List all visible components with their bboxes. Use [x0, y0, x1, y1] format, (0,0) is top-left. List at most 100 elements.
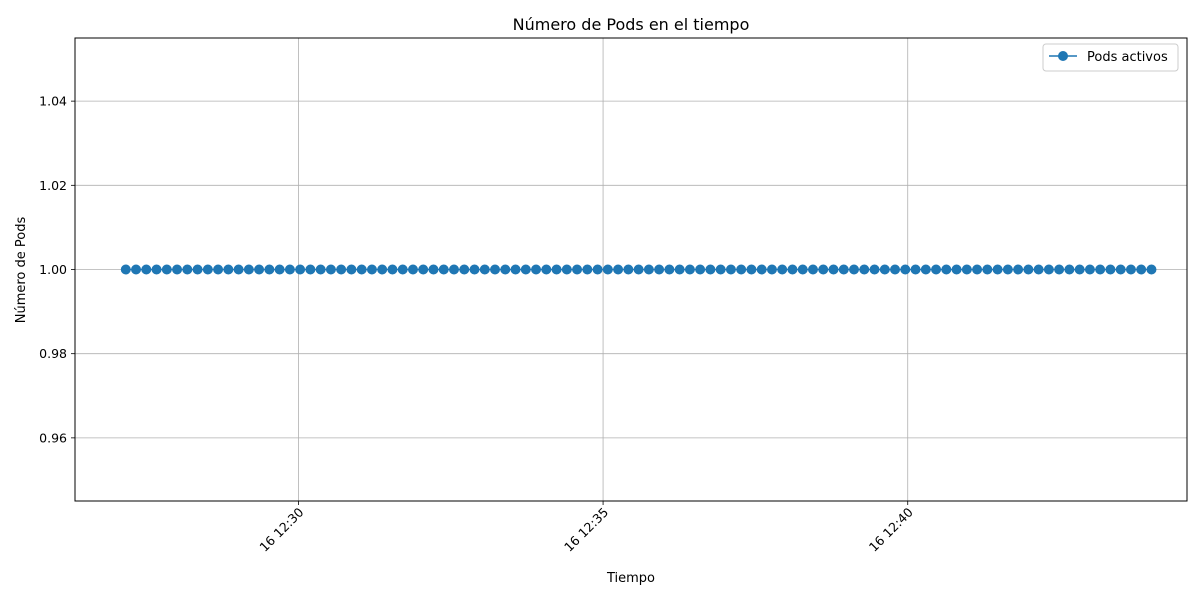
data-point	[131, 264, 142, 275]
data-point	[295, 264, 306, 275]
data-point	[1054, 264, 1065, 275]
data-point	[120, 264, 131, 275]
data-point	[510, 264, 521, 275]
data-point	[869, 264, 880, 275]
data-point	[192, 264, 203, 275]
data-point	[1125, 264, 1136, 275]
data-point	[223, 264, 234, 275]
data-point	[305, 264, 316, 275]
data-point	[777, 264, 788, 275]
series-layer	[120, 264, 1157, 275]
data-point	[674, 264, 685, 275]
y-tick-label: 1.04	[39, 94, 67, 109]
data-point	[284, 264, 295, 275]
y-tick-label: 1.00	[39, 262, 67, 277]
data-point	[582, 264, 593, 275]
data-point	[202, 264, 213, 275]
data-point	[407, 264, 418, 275]
data-point	[1002, 264, 1013, 275]
x-axis-label: Tiempo	[606, 571, 655, 586]
data-point	[448, 264, 459, 275]
data-point	[172, 264, 183, 275]
data-point	[992, 264, 1003, 275]
data-point	[941, 264, 952, 275]
data-point	[736, 264, 747, 275]
data-point	[500, 264, 511, 275]
data-point	[643, 264, 654, 275]
data-point	[233, 264, 244, 275]
data-point	[254, 264, 265, 275]
data-point	[325, 264, 336, 275]
data-point	[1043, 264, 1054, 275]
data-point	[520, 264, 531, 275]
data-point	[623, 264, 634, 275]
data-point	[377, 264, 388, 275]
data-point	[633, 264, 644, 275]
data-point	[151, 264, 162, 275]
data-point	[920, 264, 931, 275]
data-point	[161, 264, 172, 275]
data-point	[1115, 264, 1126, 275]
data-point	[972, 264, 983, 275]
data-point	[1146, 264, 1157, 275]
data-point	[900, 264, 911, 275]
data-point	[1023, 264, 1034, 275]
data-point	[531, 264, 542, 275]
data-point	[274, 264, 285, 275]
data-point	[818, 264, 829, 275]
data-point	[551, 264, 562, 275]
data-point	[182, 264, 193, 275]
data-point	[879, 264, 890, 275]
data-point	[428, 264, 439, 275]
data-point	[1105, 264, 1116, 275]
data-point	[1033, 264, 1044, 275]
data-point	[715, 264, 726, 275]
data-point	[243, 264, 254, 275]
data-point	[1064, 264, 1075, 275]
data-point	[746, 264, 757, 275]
data-point	[756, 264, 767, 275]
data-point	[459, 264, 470, 275]
data-point	[1095, 264, 1106, 275]
data-point	[346, 264, 357, 275]
data-point	[572, 264, 583, 275]
data-point	[490, 264, 501, 275]
data-point	[684, 264, 695, 275]
data-point	[356, 264, 367, 275]
y-tick-label: 0.96	[39, 430, 67, 445]
data-point	[141, 264, 152, 275]
data-point	[613, 264, 624, 275]
data-point	[592, 264, 603, 275]
data-point	[725, 264, 736, 275]
data-point	[438, 264, 449, 275]
data-point	[982, 264, 993, 275]
data-point	[828, 264, 839, 275]
chart-title: Número de Pods en el tiempo	[513, 15, 750, 34]
data-point	[910, 264, 921, 275]
data-point	[766, 264, 777, 275]
data-point	[315, 264, 326, 275]
data-point	[479, 264, 490, 275]
data-point	[838, 264, 849, 275]
data-point	[664, 264, 675, 275]
data-point	[1013, 264, 1024, 275]
data-point	[1136, 264, 1147, 275]
data-point	[1084, 264, 1095, 275]
y-tick-label: 0.98	[39, 346, 67, 361]
data-point	[561, 264, 572, 275]
data-point	[541, 264, 552, 275]
data-point	[797, 264, 808, 275]
data-point	[469, 264, 480, 275]
data-point	[397, 264, 408, 275]
data-point	[264, 264, 275, 275]
legend-box	[1042, 43, 1179, 72]
data-point	[213, 264, 224, 275]
data-point	[807, 264, 818, 275]
data-point	[859, 264, 870, 275]
legend-marker-swatch	[1058, 51, 1068, 61]
data-point	[695, 264, 706, 275]
y-axis-label: Número de Pods	[14, 217, 29, 324]
